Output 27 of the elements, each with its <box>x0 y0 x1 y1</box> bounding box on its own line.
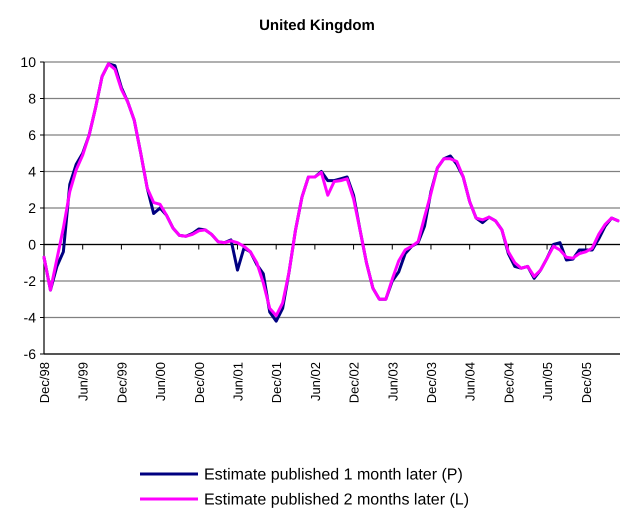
y-tick-label: 10 <box>20 54 36 70</box>
x-tick-label: Dec/98 <box>37 362 52 404</box>
x-tick-label: Jun/99 <box>76 362 91 402</box>
y-tick-label: 0 <box>28 236 36 252</box>
x-tick-label: Dec/00 <box>192 362 207 404</box>
y-tick-label: 8 <box>28 90 36 106</box>
x-tick-label: Jun/02 <box>308 362 323 402</box>
x-tick-label: Dec/04 <box>501 362 516 404</box>
y-tick-label: 4 <box>28 163 36 180</box>
x-tick-label: Dec/02 <box>346 362 362 404</box>
x-tick-label: Jun/03 <box>385 362 400 402</box>
x-tick-label: Dec/99 <box>114 362 130 404</box>
y-tick-label: -6 <box>24 346 36 362</box>
x-tick-label: Jun/00 <box>153 362 168 402</box>
x-tick-label: Dec/05 <box>578 362 594 404</box>
y-tick-label: 2 <box>28 200 36 216</box>
x-tick-label: Dec/03 <box>424 362 439 404</box>
y-tick-label: -2 <box>24 272 36 289</box>
x-tick-label: Jun/05 <box>540 362 556 402</box>
x-tick-label: Dec/01 <box>269 362 284 404</box>
y-tick-label: -4 <box>24 309 36 326</box>
x-tick-label: Jun/04 <box>462 362 478 402</box>
legend-label: Estimate published 2 months later (L) <box>204 492 470 509</box>
x-tick-label: Jun/01 <box>230 362 246 402</box>
legend-label: Estimate published 1 month later (P) <box>204 466 463 484</box>
y-tick-label: 6 <box>28 126 36 143</box>
chart-title: United Kingdom <box>259 17 375 34</box>
